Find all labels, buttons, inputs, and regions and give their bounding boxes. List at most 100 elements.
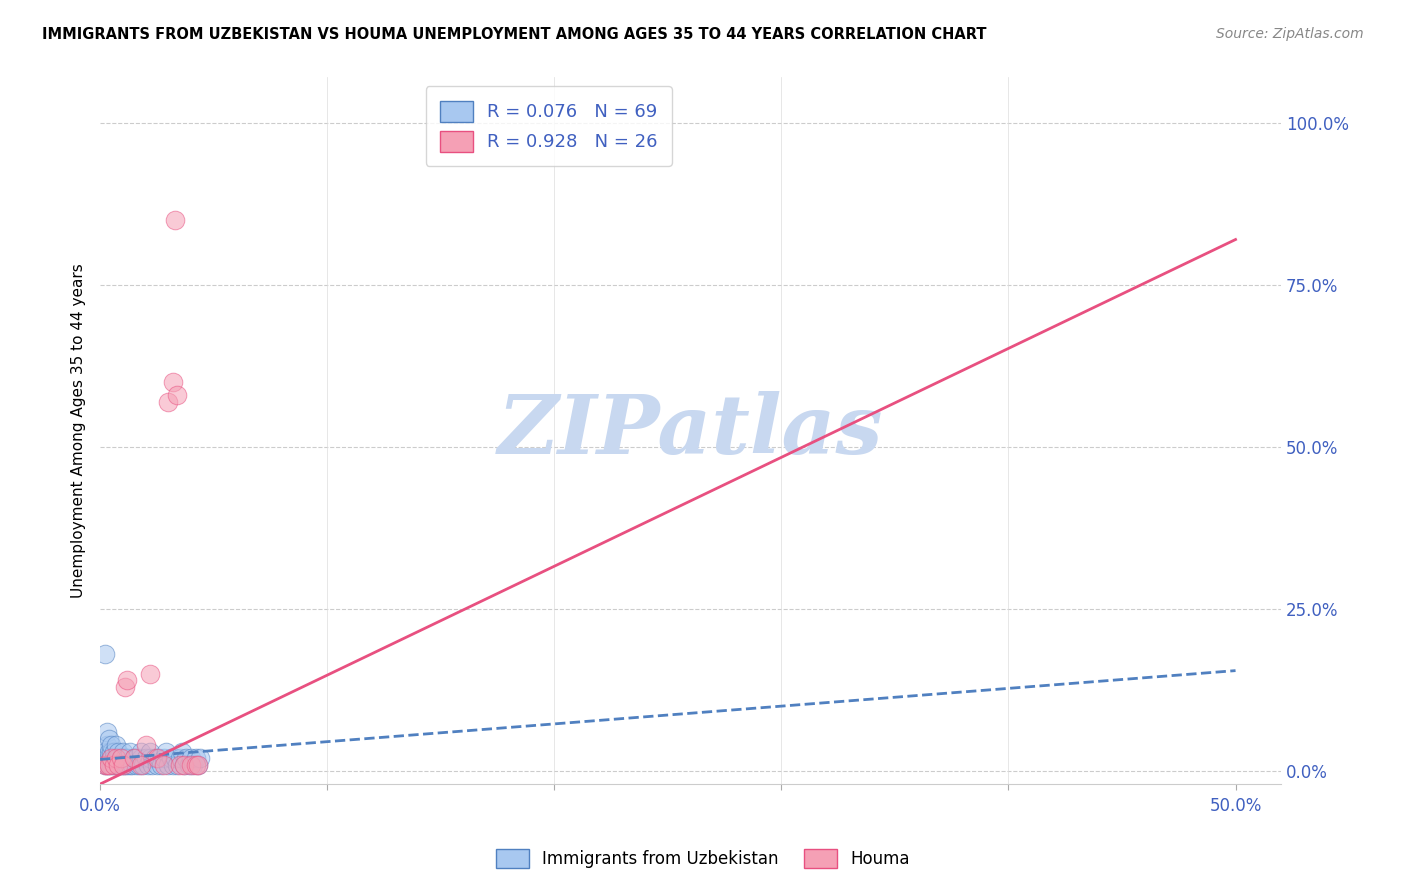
Point xyxy=(96,738,118,752)
Point xyxy=(162,375,184,389)
Point xyxy=(150,757,173,772)
Point xyxy=(135,751,157,765)
Point xyxy=(129,751,152,765)
Point xyxy=(103,751,125,765)
Point xyxy=(155,745,177,759)
Point xyxy=(96,725,118,739)
Point xyxy=(111,745,134,759)
Point xyxy=(170,745,193,759)
Point xyxy=(152,757,174,772)
Point xyxy=(184,751,207,765)
Point xyxy=(143,751,166,765)
Point xyxy=(129,757,152,772)
Point xyxy=(122,751,145,765)
Point xyxy=(177,757,200,772)
Point xyxy=(146,757,169,772)
Point xyxy=(141,757,163,772)
Point xyxy=(105,751,128,765)
Point xyxy=(110,757,132,772)
Point xyxy=(107,745,129,759)
Point xyxy=(146,751,169,765)
Point xyxy=(135,738,157,752)
Point xyxy=(187,757,209,772)
Point xyxy=(165,213,187,227)
Point xyxy=(100,745,122,759)
Point xyxy=(105,738,128,752)
Point xyxy=(114,757,136,772)
Point xyxy=(173,757,195,772)
Point xyxy=(105,757,128,772)
Point xyxy=(107,757,129,772)
Point xyxy=(184,757,207,772)
Point xyxy=(107,757,129,772)
Point xyxy=(148,751,170,765)
Point xyxy=(105,751,128,765)
Point xyxy=(166,388,188,402)
Point xyxy=(122,751,145,765)
Point xyxy=(169,757,191,772)
Point xyxy=(117,757,139,772)
Point xyxy=(188,751,211,765)
Point xyxy=(169,751,191,765)
Point xyxy=(96,757,118,772)
Point xyxy=(165,751,187,765)
Point xyxy=(125,757,148,772)
Point xyxy=(117,751,139,765)
Point xyxy=(98,745,121,759)
Point xyxy=(139,666,162,681)
Point xyxy=(96,757,118,772)
Point xyxy=(180,751,202,765)
Point xyxy=(96,751,118,765)
Point xyxy=(93,648,115,662)
Point xyxy=(128,757,150,772)
Point xyxy=(180,757,202,772)
Point xyxy=(110,751,132,765)
Legend: R = 0.076   N = 69, R = 0.928   N = 26: R = 0.076 N = 69, R = 0.928 N = 26 xyxy=(426,87,672,166)
Point xyxy=(166,757,188,772)
Point xyxy=(114,751,136,765)
Point xyxy=(93,757,115,772)
Point xyxy=(129,745,152,759)
Point xyxy=(114,680,136,694)
Point xyxy=(118,757,141,772)
Point xyxy=(173,757,195,772)
Point xyxy=(103,745,125,759)
Point xyxy=(159,751,181,765)
Point xyxy=(100,738,122,752)
Point xyxy=(111,757,134,772)
Point xyxy=(157,757,180,772)
Point xyxy=(162,757,184,772)
Point xyxy=(121,757,143,772)
Point xyxy=(132,757,155,772)
Point xyxy=(136,757,159,772)
Point xyxy=(103,757,125,772)
Point xyxy=(93,745,115,759)
Point xyxy=(100,757,122,772)
Point xyxy=(93,757,115,772)
Point xyxy=(100,751,122,765)
Point xyxy=(157,394,180,409)
Point xyxy=(176,751,198,765)
Point xyxy=(125,751,148,765)
Text: ZIPatlas: ZIPatlas xyxy=(498,391,883,471)
Point xyxy=(110,751,132,765)
Point xyxy=(117,673,139,688)
Point xyxy=(98,757,121,772)
Point xyxy=(100,751,122,765)
Point xyxy=(98,751,121,765)
Point xyxy=(152,751,174,765)
Text: Source: ZipAtlas.com: Source: ZipAtlas.com xyxy=(1216,27,1364,41)
Legend: Immigrants from Uzbekistan, Houma: Immigrants from Uzbekistan, Houma xyxy=(489,842,917,875)
Point xyxy=(91,751,114,765)
Text: IMMIGRANTS FROM UZBEKISTAN VS HOUMA UNEMPLOYMENT AMONG AGES 35 TO 44 YEARS CORRE: IMMIGRANTS FROM UZBEKISTAN VS HOUMA UNEM… xyxy=(42,27,987,42)
Point xyxy=(111,757,134,772)
Point xyxy=(107,751,129,765)
Point xyxy=(118,745,141,759)
Point xyxy=(187,757,209,772)
Point xyxy=(103,757,125,772)
Point xyxy=(139,745,162,759)
Point xyxy=(139,751,162,765)
Point xyxy=(98,731,121,746)
Point xyxy=(98,757,121,772)
Y-axis label: Unemployment Among Ages 35 to 44 years: Unemployment Among Ages 35 to 44 years xyxy=(72,263,86,599)
